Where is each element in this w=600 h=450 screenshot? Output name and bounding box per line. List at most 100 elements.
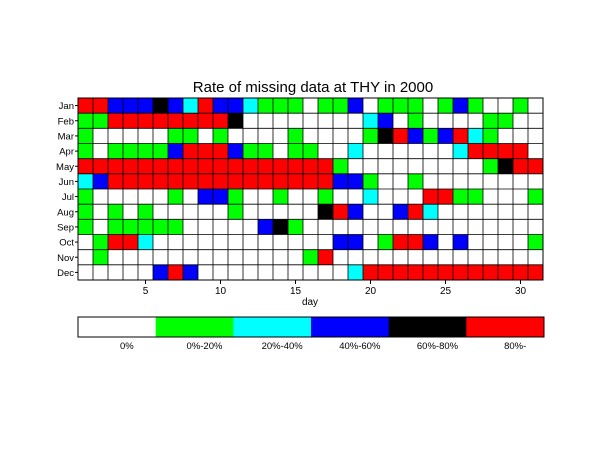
heatmap-cell-dec-12: [243, 264, 259, 281]
heatmap-cell-aug-6: [153, 204, 169, 220]
heatmap-cell-may-26: [453, 158, 469, 175]
heatmap-cell-dec-23: [408, 264, 424, 281]
legend-swatch-3: [311, 317, 389, 337]
heatmap-cell-aug-15: [288, 204, 304, 220]
heatmap-cell-jan-8: [183, 98, 199, 114]
legend-label-1: 0%-20%: [187, 341, 223, 352]
heatmap-cell-aug-10: [213, 204, 229, 220]
heatmap-cell-dec-25: [438, 264, 454, 281]
heatmap-cell-jan-12: [243, 98, 259, 114]
heatmap-cell-feb-28: [483, 113, 499, 129]
month-label-may: May: [56, 162, 74, 173]
heatmap-cell-may-23: [408, 158, 424, 175]
heatmap-cell-nov-15: [288, 249, 304, 266]
heatmap-cell-sep-2: [93, 219, 109, 235]
heatmap-cell-jun-18: [333, 173, 349, 190]
heatmap-cell-nov-25: [438, 249, 454, 266]
heatmap-cell-mar-14: [273, 128, 289, 144]
legend-swatch-2: [233, 317, 312, 337]
legend-label-3: 40%-60%: [339, 341, 381, 352]
heatmap-cell-aug-22: [393, 204, 409, 220]
heatmap-cell-nov-28: [483, 249, 499, 266]
heatmap-cell-nov-8: [183, 249, 199, 266]
heatmap-cell-apr-14: [273, 143, 289, 159]
heatmap-cell-feb-23: [408, 113, 424, 129]
heatmap-cell-mar-13: [258, 128, 274, 144]
heatmap-cell-may-29: [498, 158, 514, 175]
heatmap-cell-mar-3: [108, 128, 124, 144]
heatmap-cell-oct-16: [303, 234, 319, 250]
heatmap-cell-feb-31: [528, 113, 544, 129]
month-label-jan: Jan: [59, 101, 74, 112]
heatmap-cell-mar-9: [198, 128, 214, 144]
heatmap-cell-jul-21: [378, 189, 394, 205]
heatmap-cell-feb-16: [303, 113, 319, 129]
heatmap-cell-mar-24: [423, 128, 439, 144]
heatmap-cell-jan-23: [408, 98, 424, 114]
heatmap-cell-mar-27: [468, 128, 484, 144]
heatmap-cell-jul-22: [393, 189, 409, 205]
heatmap-cell-may-19: [348, 158, 364, 175]
heatmap-cell-nov-13: [258, 249, 274, 266]
heatmap-cell-oct-30: [513, 234, 529, 250]
heatmap-cell-sep-22: [393, 219, 409, 235]
heatmap-cell-jul-13: [258, 189, 274, 205]
heatmap-cell-aug-16: [303, 204, 319, 220]
heatmap-cell-mar-25: [438, 128, 454, 144]
heatmap-cell-dec-17: [318, 264, 334, 281]
heatmap-cell-jun-25: [438, 173, 454, 190]
heatmap-cell-oct-22: [393, 234, 409, 250]
heatmap-cell-jul-29: [498, 189, 514, 205]
heatmap-cell-jul-23: [408, 189, 424, 205]
month-label-jun: Jun: [59, 177, 74, 188]
heatmap-cell-apr-2: [93, 143, 109, 159]
heatmap-cell-nov-9: [198, 249, 214, 266]
heatmap-cell-may-21: [378, 158, 394, 175]
heatmap-cell-jul-16: [303, 189, 319, 205]
heatmap-cell-apr-17: [318, 143, 334, 159]
heatmap-cell-aug-23: [408, 204, 424, 220]
heatmap-cell-jun-9: [198, 173, 214, 190]
day-tick-label-15: 15: [290, 286, 302, 297]
heatmap-cell-may-5: [138, 158, 154, 175]
heatmap-cell-oct-28: [483, 234, 499, 250]
month-label-mar: Mar: [58, 131, 74, 142]
heatmap-cell-apr-9: [198, 143, 214, 159]
heatmap-cell-apr-8: [183, 143, 199, 159]
heatmap-cell-mar-19: [348, 128, 364, 144]
heatmap-cell-feb-30: [513, 113, 529, 129]
heatmap-cell-aug-17: [318, 204, 334, 220]
heatmap-cell-feb-8: [183, 113, 199, 129]
heatmap-cell-oct-17: [318, 234, 334, 250]
heatmap-cell-nov-31: [528, 249, 544, 266]
heatmap-cell-jul-6: [153, 189, 169, 205]
heatmap-cell-dec-8: [183, 264, 199, 281]
heatmap-cell-dec-15: [288, 264, 304, 281]
heatmap-cell-dec-24: [423, 264, 439, 281]
heatmap-cell-jun-6: [153, 173, 169, 190]
heatmap-cell-mar-1: [78, 128, 94, 144]
heatmap-cell-oct-10: [213, 234, 229, 250]
heatmap-cell-oct-15: [288, 234, 304, 250]
heatmap-cell-may-3: [108, 158, 124, 175]
heatmap-cell-sep-9: [198, 219, 214, 235]
heatmap-cell-oct-19: [348, 234, 364, 250]
heatmap-cell-apr-13: [258, 143, 274, 159]
heatmap-cell-sep-10: [213, 219, 229, 235]
heatmap-cell-nov-7: [168, 249, 184, 266]
heatmap-cell-apr-4: [123, 143, 139, 159]
heatmap-cell-feb-5: [138, 113, 154, 129]
heatmap-cell-dec-11: [228, 264, 244, 281]
heatmap-cell-dec-29: [498, 264, 514, 281]
heatmap-cell-jun-4: [123, 173, 139, 190]
heatmap-cell-nov-26: [453, 249, 469, 266]
heatmap-cell-feb-15: [288, 113, 304, 129]
heatmap-cell-feb-3: [108, 113, 124, 129]
heatmap-cell-oct-5: [138, 234, 154, 250]
heatmap-cell-sep-1: [78, 219, 94, 235]
heatmap-cell-mar-29: [498, 128, 514, 144]
heatmap-cell-oct-29: [498, 234, 514, 250]
heatmap-cell-jul-15: [288, 189, 304, 205]
heatmap-cell-jul-24: [423, 189, 439, 205]
heatmap-cell-oct-25: [438, 234, 454, 250]
